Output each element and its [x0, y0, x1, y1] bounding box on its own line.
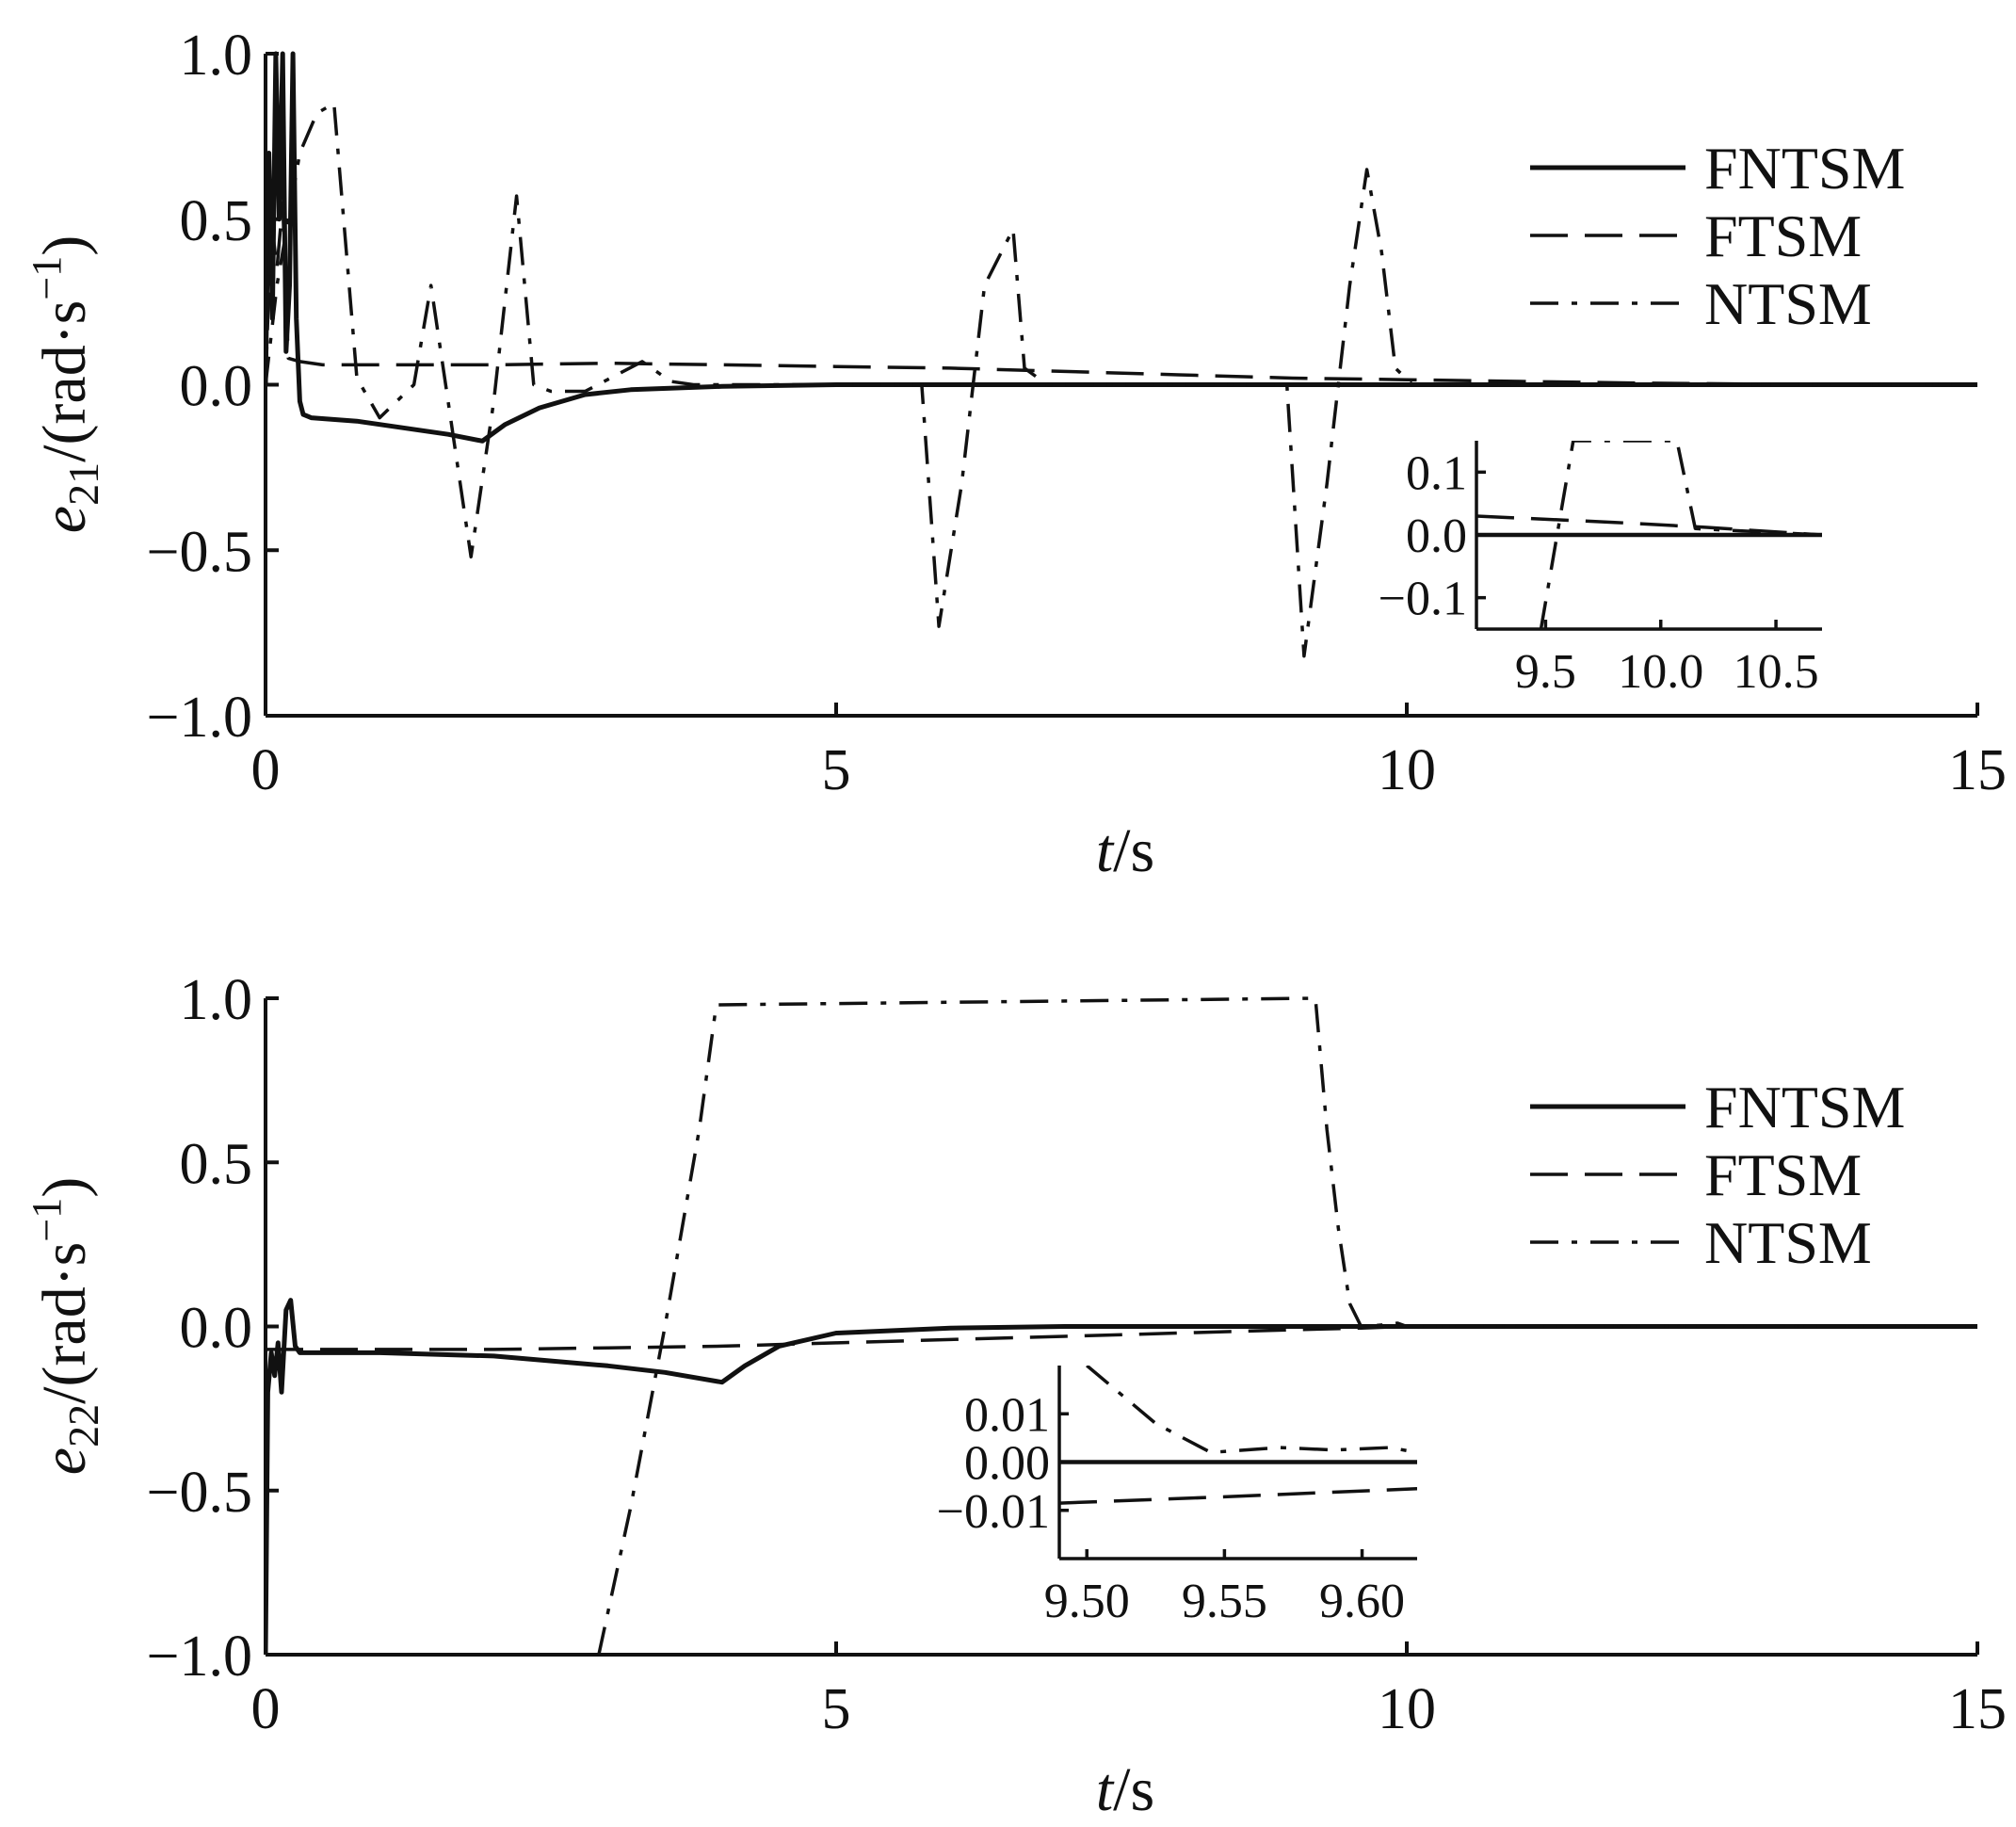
inset-series-line-ntsm — [1539, 441, 1822, 629]
y-tick-label: 0.5 — [180, 1132, 253, 1196]
x-axis-label-var: t — [1096, 1755, 1115, 1824]
y-tick-label: 0.0 — [180, 1297, 253, 1361]
inset-x-tick-label: 10.0 — [1618, 645, 1703, 699]
y-axis-label-unit: /(rad·s — [30, 300, 99, 462]
y-axis-label-var: e — [30, 1447, 99, 1475]
inset-plot: −0.1 0.0 0.1 9.5 10.0 10.5 — [1379, 441, 1822, 699]
x-tick-label: 5 — [822, 738, 851, 802]
series-group — [266, 51, 1977, 658]
inset-series-line-ftsm — [1059, 1486, 1417, 1505]
x-axis-label-unit: /s — [1113, 1755, 1154, 1824]
inset-x-tick-label: 9.5 — [1515, 645, 1576, 699]
series-line-ftsm — [266, 1324, 1977, 1351]
x-tick-label: 10 — [1378, 1677, 1436, 1741]
x-tick-label: 0 — [251, 738, 281, 802]
y-axis-label-close: ) — [30, 235, 99, 256]
x-tick-label: 15 — [1948, 1677, 2007, 1741]
legend-label-ntsm: NTSM — [1704, 270, 1872, 337]
inset-y-tick-label: 0.00 — [964, 1437, 1050, 1491]
inset-x-tick-label: 9.60 — [1319, 1575, 1405, 1628]
x-axis-label-unit: /s — [1113, 816, 1154, 885]
y-axis-label: e21/(rad·s−1) — [24, 235, 107, 533]
x-tick-label: 0 — [251, 1677, 281, 1741]
y-tick-label: −1.0 — [147, 686, 252, 750]
y-axis-label: e22/(rad·s−1) — [24, 1177, 107, 1475]
inset-y-tick-label: 0.0 — [1406, 509, 1467, 563]
inset-y-tick-label: 0.1 — [1406, 446, 1467, 500]
x-tick-label: 15 — [1948, 738, 2007, 802]
inset-y-tick-label: −0.01 — [937, 1485, 1050, 1539]
legend-label-ftsm: FTSM — [1704, 202, 1862, 269]
y-tick-label: −1.0 — [147, 1625, 252, 1689]
y-tick-label: 0.5 — [180, 189, 253, 253]
x-axis-label-var: t — [1096, 816, 1115, 885]
y-tick-label: 1.0 — [180, 968, 253, 1032]
inset-series-line-ftsm — [1476, 514, 1822, 537]
y-tick-label: −0.5 — [147, 1461, 252, 1525]
inset-series-group — [1476, 441, 1822, 629]
inset-x-tick-label: 10.5 — [1734, 645, 1819, 699]
inset-x-tick-label: 9.50 — [1044, 1575, 1130, 1628]
y-axis-label-sub: 21 — [59, 462, 107, 506]
series-line-ntsm — [597, 996, 1977, 1656]
inset-x-tick-label: 9.55 — [1182, 1575, 1267, 1628]
legend-label-fntsm: FNTSM — [1704, 135, 1905, 202]
series-group — [266, 996, 1977, 1656]
series-line-ntsm — [266, 101, 1977, 658]
series-line-ftsm — [266, 201, 1977, 387]
x-tick-label: 10 — [1378, 738, 1436, 802]
inset-series-group — [1059, 1366, 1417, 1505]
legend-label-ftsm: FTSM — [1704, 1141, 1862, 1208]
x-axis-label: t/s — [1096, 1755, 1154, 1824]
y-axis-label-sup: −1 — [24, 1198, 70, 1242]
legend-label-ntsm: NTSM — [1704, 1209, 1872, 1276]
y-axis-label-sub: 22 — [59, 1404, 107, 1447]
inset-plot: −0.010.000.01 9.50 9.55 9.60 — [937, 1366, 1417, 1628]
y-tick-label: 1.0 — [180, 24, 253, 88]
x-axis-label: t/s — [1096, 816, 1154, 885]
y-axis-label-sup: −1 — [24, 256, 70, 300]
y-axis-label-unit: /(rad·s — [30, 1242, 99, 1404]
y-tick-label: 0.0 — [180, 355, 253, 419]
y-axis-label-close: ) — [30, 1177, 99, 1198]
legend-label-fntsm: FNTSM — [1704, 1074, 1905, 1140]
y-tick-label: −0.5 — [147, 520, 252, 584]
y-axis-label-var: e — [30, 506, 99, 533]
inset-y-tick-label: −0.1 — [1379, 573, 1467, 626]
inset-y-tick-label: 0.01 — [964, 1388, 1050, 1442]
x-tick-label: 5 — [822, 1677, 851, 1741]
